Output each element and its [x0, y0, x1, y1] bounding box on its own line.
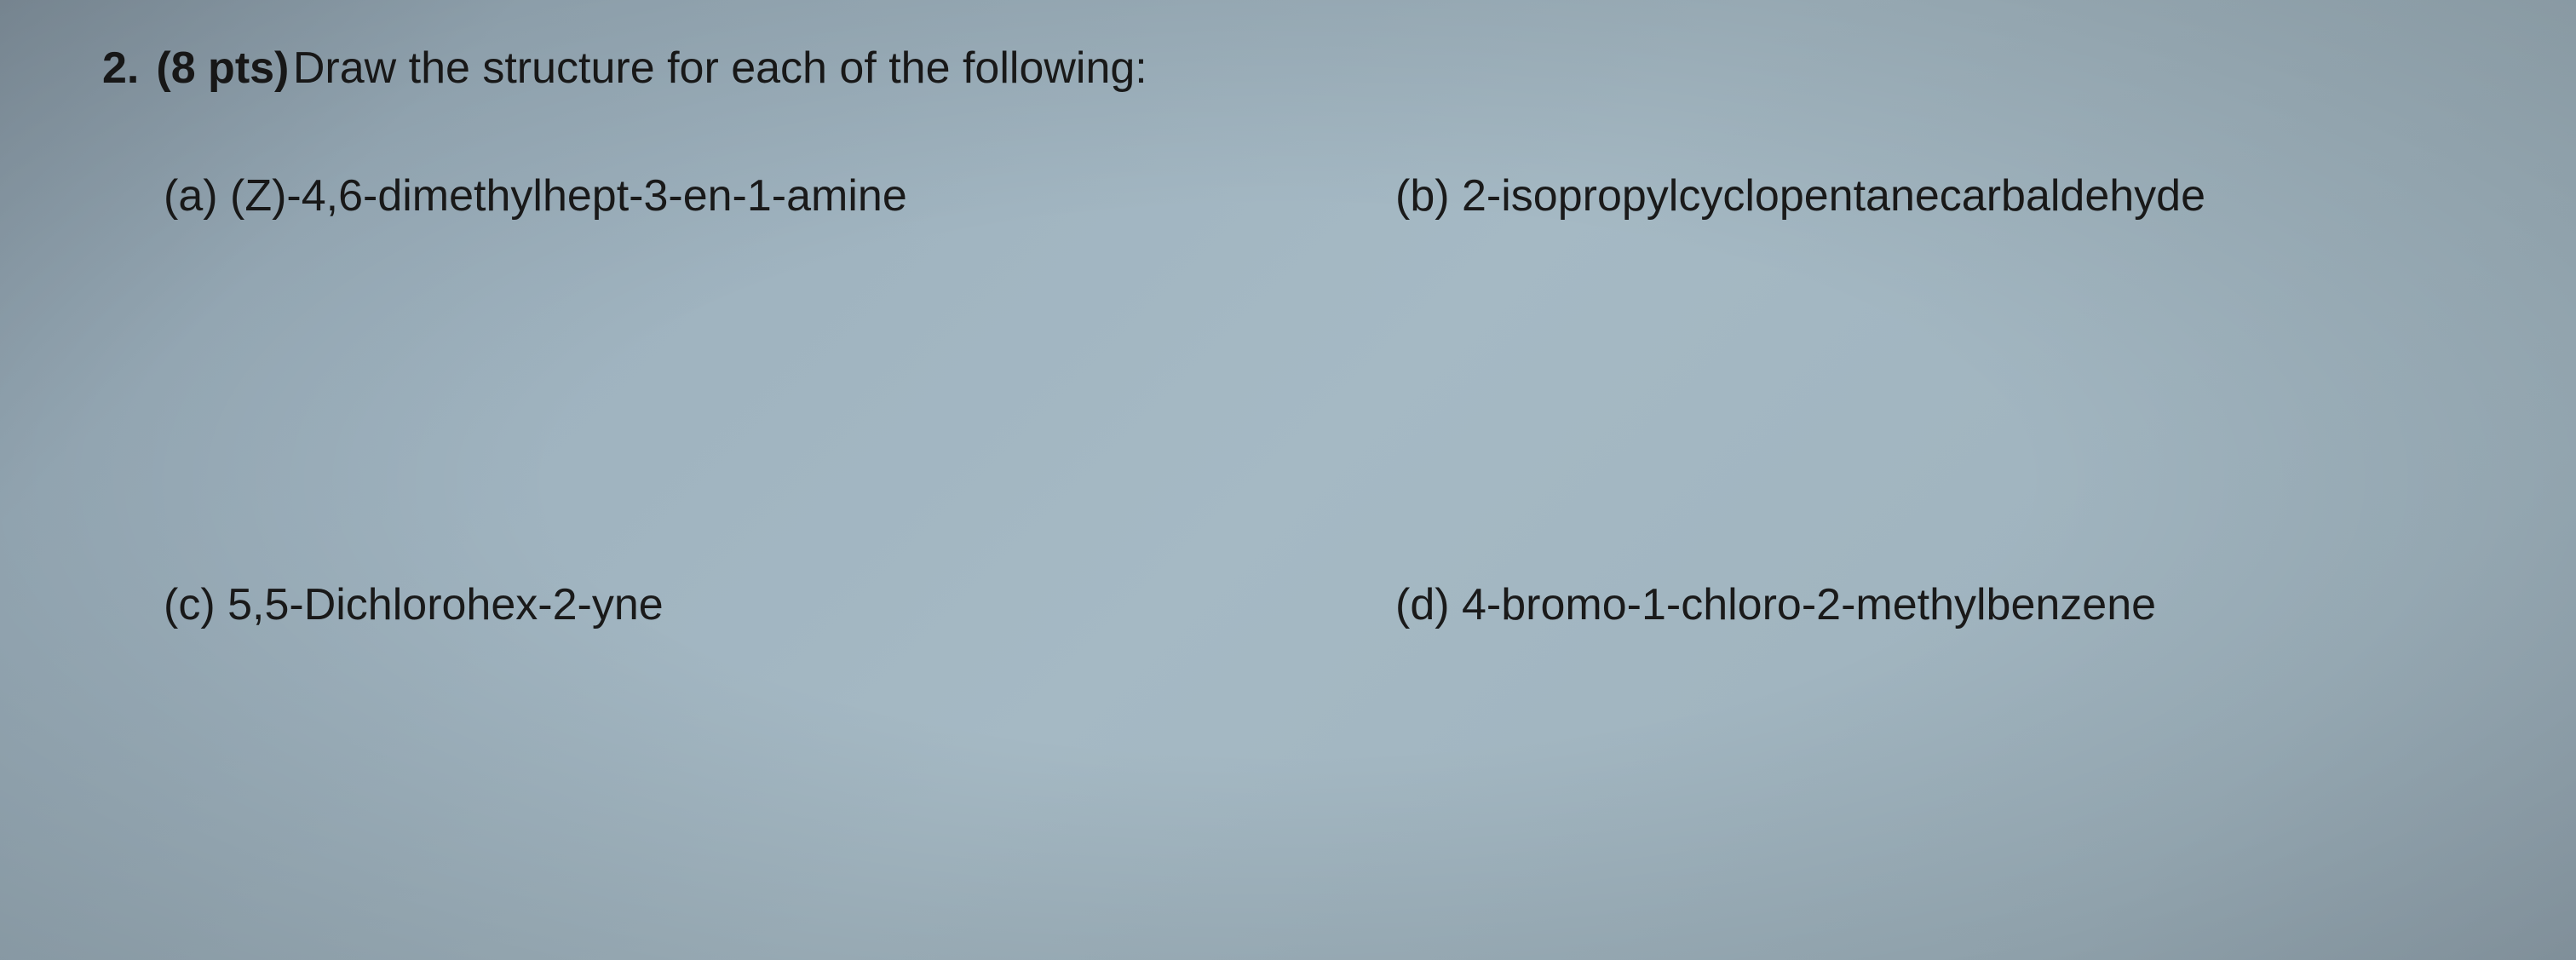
question-prompt-wrapper: (8 pts) Draw the structure for each of t… [156, 43, 1147, 94]
part-b: (b) 2-isopropylcyclopentanecarbaldehyde [1395, 170, 2474, 221]
question-header: 2. (8 pts) Draw the structure for each o… [102, 43, 2474, 94]
question-number: 2. [102, 43, 139, 94]
question-points: (8 pts) [156, 43, 289, 93]
part-a-label: (a) [164, 171, 218, 221]
part-c-label: (c) [164, 580, 216, 629]
part-a-text: (Z)-4,6-dimethylhept-3-en-1-amine [230, 171, 907, 221]
part-d: (d) 4-bromo-1-chloro-2-methylbenzene [1395, 579, 2474, 630]
part-a: (a) (Z)-4,6-dimethylhept-3-en-1-amine [164, 170, 1242, 221]
parts-grid: (a) (Z)-4,6-dimethylhept-3-en-1-amine (b… [102, 170, 2474, 630]
part-d-label: (d) [1395, 580, 1450, 629]
part-d-text: 4-bromo-1-chloro-2-methylbenzene [1462, 580, 2156, 629]
part-b-text: 2-isopropylcyclopentanecarbaldehyde [1462, 171, 2205, 221]
part-b-label: (b) [1395, 171, 1450, 221]
question-content: 2. (8 pts) Draw the structure for each o… [0, 0, 2576, 673]
question-prompt: Draw the structure for each of the follo… [293, 43, 1147, 93]
part-c-text: 5,5-Dichlorohex-2-yne [227, 580, 664, 629]
part-c: (c) 5,5-Dichlorohex-2-yne [164, 579, 1242, 630]
